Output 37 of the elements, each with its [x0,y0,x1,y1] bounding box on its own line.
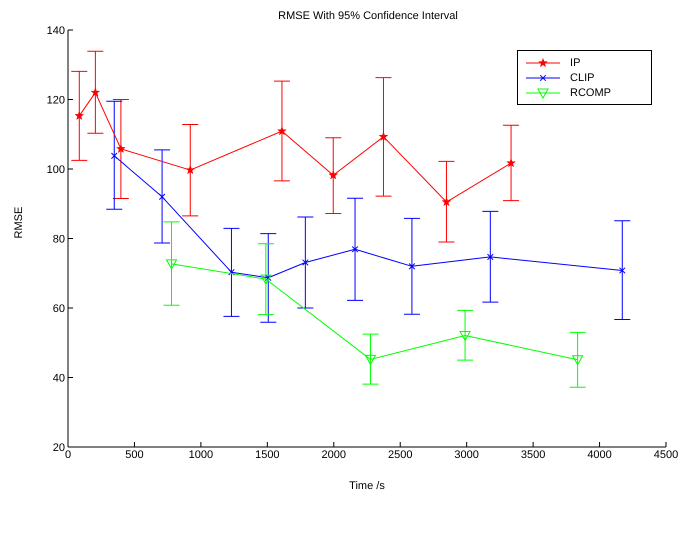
point [460,330,471,341]
x-tick-label: 3500 [520,448,546,461]
y-tick-label: 80 [52,233,65,246]
point [277,126,286,136]
y-tick-label: 40 [52,372,65,384]
x-tick-label: 500 [125,448,144,461]
x-tick-label: 4500 [654,448,678,461]
y-tick-label: 20 [52,442,65,454]
point [572,355,584,366]
legend-label: RCOMP [570,86,611,98]
y-axis-title: RMSE [12,206,25,238]
point [186,165,195,174]
point [166,259,178,270]
x-tick-label: 2000 [322,448,346,461]
chart-title: RMSE With 95% Confidence Interval [277,10,459,22]
point [74,111,84,120]
point [90,88,100,96]
point [260,274,272,285]
point [328,170,338,180]
x-tick-label: 4000 [587,448,612,461]
y-tick-label: 140 [46,24,65,37]
y-tick-label: 120 [46,94,65,106]
x-tick-label: 2500 [388,448,412,461]
point [116,144,126,153]
x-axis-title: Time /s [349,480,386,492]
point [442,197,451,206]
point [506,158,516,167]
legend-label: IP [570,56,580,68]
y-tick-label: 60 [52,302,65,315]
legend-label: CLIP [570,72,595,84]
y-tick-label: 100 [46,164,65,176]
point [378,132,388,141]
x-tick-label: 3000 [454,448,479,461]
x-tick-label: 1000 [188,448,214,461]
point [364,354,376,365]
x-tick-label: 0 [64,448,72,461]
x-tick-label: 1500 [255,448,280,461]
